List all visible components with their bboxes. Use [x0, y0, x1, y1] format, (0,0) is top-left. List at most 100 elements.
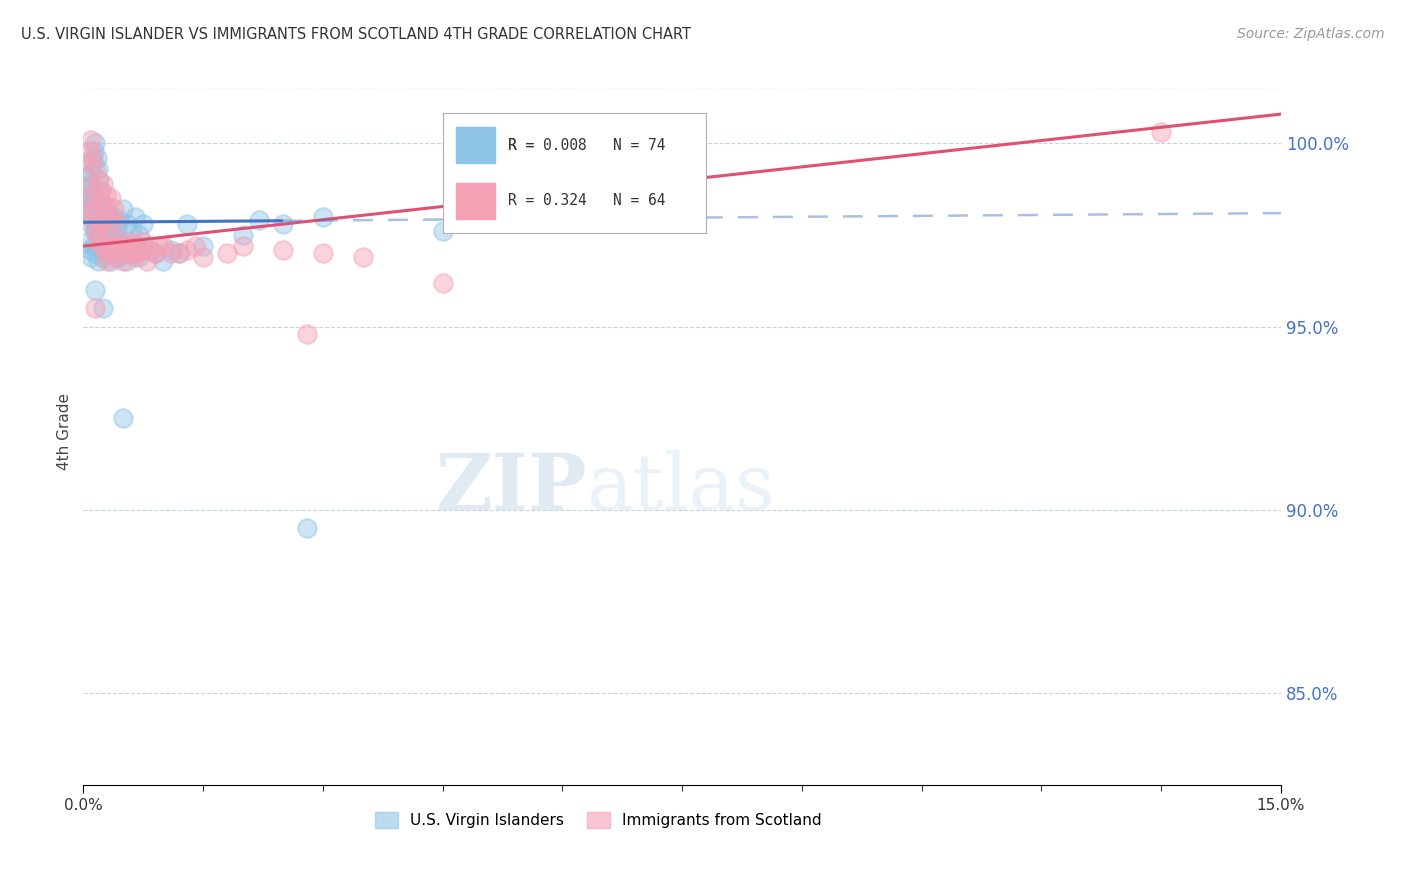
Point [91, 301, 114, 316]
Point [120, 239, 142, 253]
Point [352, 250, 374, 264]
Point [191, 239, 214, 253]
Point [124, 239, 146, 253]
Point [143, 246, 166, 260]
Point [160, 243, 183, 257]
Point [160, 246, 183, 260]
Point [82, 154, 104, 169]
Point [247, 213, 270, 227]
Point [82, 206, 104, 220]
Point [103, 202, 125, 217]
Point [141, 243, 163, 257]
Point [105, 239, 128, 253]
Point [132, 235, 155, 250]
Point [91, 239, 114, 253]
Point [112, 411, 135, 425]
Point [82, 195, 104, 210]
Point [295, 327, 318, 342]
Point [114, 246, 136, 260]
Point [112, 243, 135, 257]
Point [128, 243, 150, 257]
Point [136, 253, 159, 268]
Point [108, 239, 131, 253]
Point [79, 210, 101, 224]
Point [82, 151, 104, 165]
Point [89, 173, 111, 187]
Point [96, 206, 118, 220]
Point [104, 228, 127, 243]
Point [94, 187, 117, 202]
Point [108, 232, 131, 246]
Point [96, 253, 118, 268]
Point [143, 246, 166, 260]
Point [167, 246, 190, 260]
Point [100, 217, 122, 231]
Point [84, 162, 107, 177]
Point [100, 228, 122, 243]
Text: ZIP: ZIP [434, 450, 586, 526]
Point [152, 253, 174, 268]
Point [86, 202, 108, 217]
Point [83, 144, 105, 158]
Point [91, 199, 114, 213]
Point [84, 246, 107, 260]
Point [84, 301, 107, 316]
Point [184, 239, 207, 253]
Point [128, 250, 150, 264]
Point [86, 253, 108, 268]
Point [115, 253, 138, 268]
Point [80, 250, 103, 264]
Point [84, 283, 107, 297]
Point [167, 246, 190, 260]
Point [94, 246, 117, 260]
Point [90, 195, 112, 210]
Point [271, 243, 294, 257]
Point [90, 217, 112, 231]
Point [82, 213, 104, 227]
Point [100, 191, 122, 205]
Point [152, 239, 174, 253]
Point [115, 239, 138, 253]
Point [84, 136, 107, 151]
Point [104, 250, 127, 264]
Text: Source: ZipAtlas.com: Source: ZipAtlas.com [1237, 27, 1385, 41]
Y-axis label: 4th Grade: 4th Grade [58, 392, 72, 470]
Point [86, 235, 108, 250]
Point [76, 154, 98, 169]
Point [90, 228, 112, 243]
Point [76, 191, 98, 205]
Point [79, 177, 101, 191]
Point [84, 224, 107, 238]
Point [232, 239, 254, 253]
Point [432, 224, 454, 238]
Point [115, 246, 138, 260]
Point [89, 228, 111, 243]
Point [90, 184, 112, 198]
Point [80, 166, 103, 180]
Point [112, 202, 135, 217]
Point [176, 243, 198, 257]
Point [80, 217, 103, 231]
Point [89, 206, 111, 220]
Point [232, 228, 254, 243]
Point [76, 169, 98, 184]
Point [94, 213, 117, 227]
Point [97, 224, 120, 238]
Point [80, 133, 103, 147]
Point [84, 224, 107, 238]
Point [148, 239, 170, 253]
Point [80, 187, 103, 202]
Text: U.S. VIRGIN ISLANDER VS IMMIGRANTS FROM SCOTLAND 4TH GRADE CORRELATION CHART: U.S. VIRGIN ISLANDER VS IMMIGRANTS FROM … [21, 27, 692, 42]
Point [312, 246, 335, 260]
Point [108, 250, 131, 264]
Point [96, 199, 118, 213]
Legend: U.S. Virgin Islanders, Immigrants from Scotland: U.S. Virgin Islanders, Immigrants from S… [368, 805, 828, 834]
Point [80, 202, 103, 217]
Point [100, 243, 122, 257]
Point [86, 213, 108, 227]
Point [124, 250, 146, 264]
Point [76, 235, 98, 250]
Point [432, 276, 454, 290]
Point [136, 243, 159, 257]
Point [115, 246, 138, 260]
